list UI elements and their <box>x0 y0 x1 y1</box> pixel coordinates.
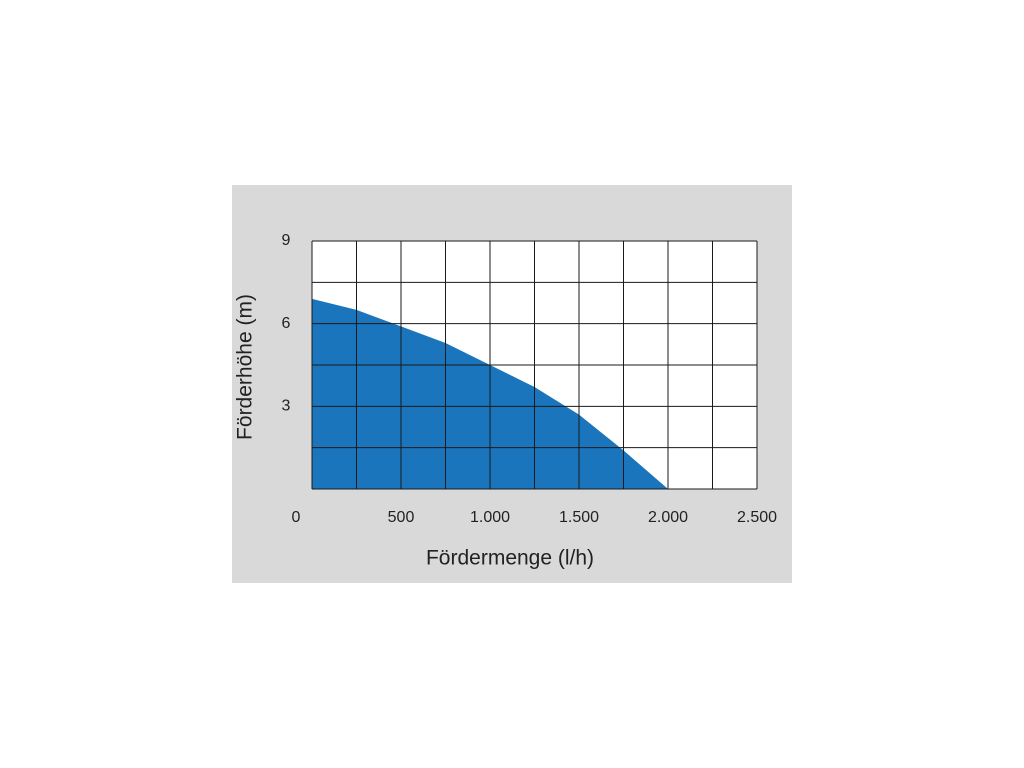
x-tick-label: 1.000 <box>470 509 510 526</box>
x-tick-label: 2.000 <box>648 509 688 526</box>
y-tick-label: 6 <box>282 315 291 332</box>
x-tick-label: 0 <box>292 509 301 526</box>
y-axis-title: Förderhöhe (m) <box>234 294 257 440</box>
x-tick-label: 2.500 <box>737 509 777 526</box>
x-tick-label: 1.500 <box>559 509 599 526</box>
y-tick-label: 3 <box>282 398 291 415</box>
y-tick-label: 9 <box>282 232 291 249</box>
x-axis-title: Fördermenge (l/h) <box>426 547 594 570</box>
x-tick-label: 500 <box>388 509 415 526</box>
